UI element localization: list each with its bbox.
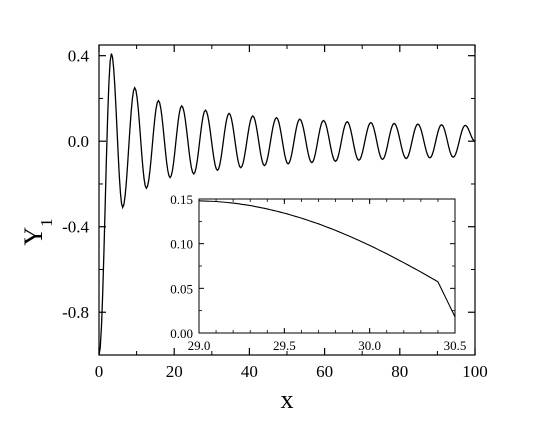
inset-y-tick-label: 0.10 xyxy=(170,237,193,252)
inset-x-tick-label: 30.0 xyxy=(358,338,381,353)
inset-background xyxy=(199,199,455,333)
main-x-tick-label: 40 xyxy=(241,362,258,381)
inset-x-tick-label: 29.0 xyxy=(188,338,211,353)
main-x-tick-label: 20 xyxy=(166,362,183,381)
inset-y-tick-label: 0.00 xyxy=(170,326,193,341)
main-y-tick-label: 0.4 xyxy=(68,47,90,66)
main-x-tick-label: 60 xyxy=(316,362,333,381)
main-y-tick-label: 0.0 xyxy=(68,132,89,151)
inset-x-tick-label: 30.5 xyxy=(444,338,467,353)
main-x-tick-label: 0 xyxy=(95,362,104,381)
main-x-tick-label: 80 xyxy=(391,362,408,381)
inset-y-tick-label: 0.15 xyxy=(170,192,193,207)
main-y-axis-label: Y1 xyxy=(19,218,56,245)
inset-y-tick-label: 0.05 xyxy=(170,281,193,296)
main-y-tick-label: -0.4 xyxy=(62,218,89,237)
main-x-tick-label: 100 xyxy=(462,362,488,381)
main-series-line xyxy=(99,53,475,355)
inset-series-line xyxy=(198,200,456,318)
main-y-tick-label: -0.8 xyxy=(62,303,89,322)
main-y-axis-label-subscript: 1 xyxy=(37,218,56,227)
main-x-axis-label: x xyxy=(281,385,294,414)
inset-x-tick-label: 29.5 xyxy=(273,338,296,353)
